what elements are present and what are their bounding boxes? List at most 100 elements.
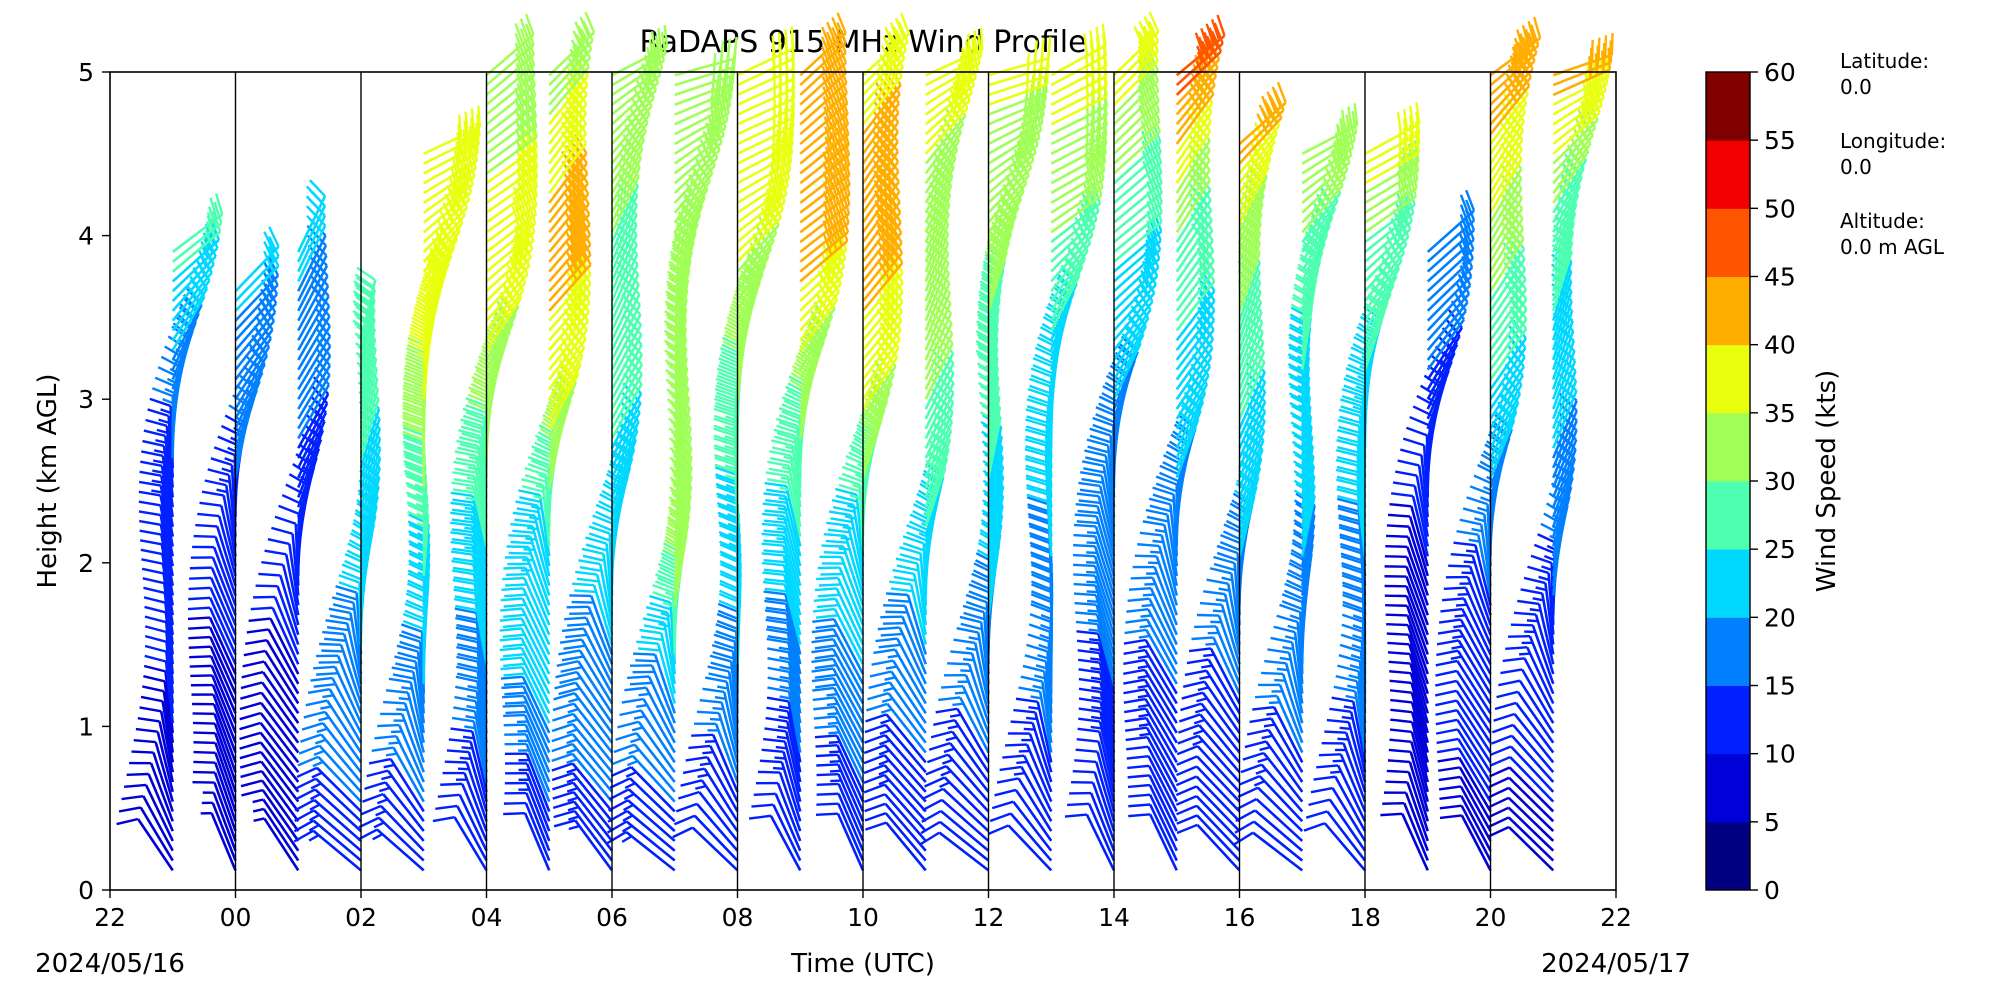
barb-staff — [154, 741, 174, 803]
barb-feather — [391, 666, 414, 674]
barb-feather — [140, 695, 163, 703]
barb-feather — [451, 716, 474, 723]
barb-feather — [875, 637, 898, 643]
barb-staff — [234, 346, 271, 400]
barb-feather — [680, 779, 703, 787]
barb-staff — [389, 758, 425, 813]
barb-feather — [400, 623, 423, 633]
barb-feather — [815, 624, 838, 630]
wind-barb — [423, 139, 479, 195]
barb-staff — [359, 496, 380, 557]
barb-feather — [815, 743, 838, 748]
barb-feather — [451, 518, 474, 524]
barb-feather — [451, 508, 475, 514]
barb-staff — [297, 285, 330, 341]
barb-feather — [864, 812, 887, 822]
wind-barb — [444, 760, 488, 822]
barb-feather — [1005, 743, 1028, 747]
wind-barb — [239, 760, 300, 813]
barb-staff — [322, 722, 363, 774]
barb-feather — [193, 731, 216, 735]
barb-feather — [582, 554, 605, 562]
barb-feather — [453, 585, 477, 592]
wind-barb — [139, 519, 175, 586]
barb-feather — [402, 433, 425, 444]
barb-staff — [234, 302, 278, 351]
barb-staff — [234, 284, 279, 332]
barb-feather — [141, 567, 164, 575]
wind-barb — [240, 779, 300, 832]
wind-barb — [364, 781, 425, 832]
barb-feather — [885, 610, 908, 614]
barb-feather — [553, 692, 576, 701]
barb-feather — [953, 638, 976, 645]
barb-half-feather — [566, 738, 578, 745]
barb-half-feather — [775, 745, 787, 750]
barb-feather — [516, 507, 539, 514]
barb-feather — [503, 713, 526, 718]
barb-staff — [171, 213, 224, 253]
barb-staff — [883, 774, 927, 823]
barb-staff — [159, 485, 175, 547]
barb-feather — [133, 739, 156, 744]
barb-feather — [151, 387, 174, 398]
barb-feather — [763, 519, 786, 525]
barb-feather — [116, 817, 139, 826]
barb-staff — [471, 544, 488, 606]
barb-staff — [475, 455, 488, 518]
barb-feather — [473, 131, 480, 154]
wind-barb — [377, 723, 425, 783]
barb-half-feather — [697, 773, 709, 778]
wind-barb — [261, 561, 300, 626]
barb-staff — [328, 688, 363, 744]
wind-barb — [432, 816, 488, 872]
barb-feather — [688, 744, 711, 750]
barb-feather — [503, 662, 526, 668]
barb-staff — [147, 773, 174, 832]
barb-staff — [314, 788, 362, 833]
wind-barb — [267, 538, 300, 606]
barb-feather — [889, 580, 912, 586]
barb-feather — [329, 614, 352, 622]
wind-barb — [199, 501, 237, 567]
barb-feather — [239, 750, 262, 760]
barb-feather — [452, 471, 475, 478]
barb-staff — [318, 744, 362, 793]
barb-half-feather — [827, 721, 839, 726]
barb-feather — [813, 715, 836, 720]
barb-half-feather — [566, 786, 579, 793]
barb-feather — [144, 634, 167, 643]
barb-staff — [359, 467, 382, 528]
wind-barb — [293, 829, 362, 872]
barb-staff — [470, 534, 488, 596]
barb-feather — [559, 638, 582, 644]
barb-half-feather — [777, 725, 789, 730]
wind-barb — [202, 791, 237, 852]
barb-feather — [552, 790, 575, 800]
barb-feather — [402, 404, 424, 415]
wind-barb — [201, 490, 237, 557]
barb-half-feather — [847, 504, 859, 510]
barb-staff — [209, 646, 237, 705]
barb-half-feather — [878, 779, 890, 786]
barb-half-feather — [1035, 664, 1047, 670]
barb-feather — [640, 635, 663, 642]
barb-half-feather — [776, 735, 789, 740]
barb-staff — [142, 795, 174, 852]
barb-half-feather — [523, 548, 535, 552]
barb-feather — [863, 764, 885, 775]
barb-feather — [356, 266, 376, 281]
barb-feather — [987, 824, 1009, 836]
barb-feather — [639, 628, 662, 635]
barb-half-feather — [253, 817, 265, 822]
barb-feather — [865, 821, 887, 831]
barb-half-feather — [778, 496, 790, 501]
barb-feather — [404, 462, 426, 473]
barb-feather — [454, 450, 477, 457]
barb-feather — [503, 812, 526, 816]
barb-feather — [561, 655, 584, 662]
wind-barb — [195, 523, 237, 587]
barb-feather — [973, 30, 978, 53]
barb-feather — [266, 264, 279, 286]
